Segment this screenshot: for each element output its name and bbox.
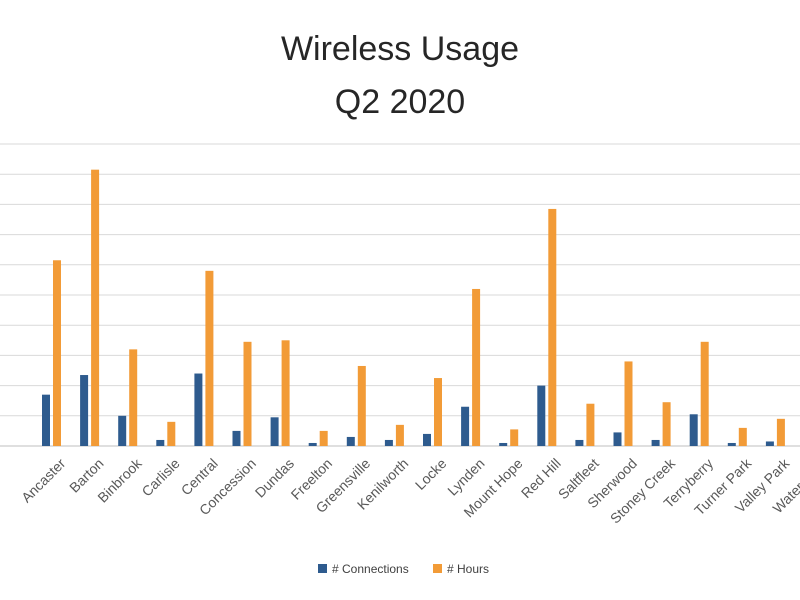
bar-hours-kenilworth [395,424,404,446]
bar-hours-carlisle [167,421,176,446]
category-label-ancaster: Ancaster [18,455,69,506]
bar-hours-concession [243,341,252,446]
bar-connections-carlisle [156,439,165,446]
bar-connections-ancaster [42,394,50,446]
category-label-carlisle: Carlisle [138,455,182,499]
bar-hours-sherwood [624,361,633,446]
bar-connections-mount-hope [499,442,508,446]
chart-title-line-1: Wireless Usage [280,30,520,68]
bar-hours-terryberry [700,341,709,446]
bar-connections-valley-park [765,441,774,446]
bar-hours-locke [434,378,442,446]
bar-hours-valley-park [776,418,785,446]
bar-hours-red-hill [548,208,557,446]
bar-connections-locke [423,433,431,446]
bar-hours-dundas [281,340,290,446]
bar-connections-terryberry [689,414,698,446]
bar-hours-lynden [472,288,481,446]
bar-connections-saltfleet [575,439,584,446]
legend-swatch-connections [318,564,327,573]
bar-connections-dundas [270,417,279,446]
bar-connections-freelton [308,442,317,446]
bar-connections-kenilworth [384,439,393,446]
bar-hours-freelton [319,430,328,446]
bar-connections-turner-park [727,442,736,446]
bar-hours-stoney-creek [662,402,671,446]
bar-hours-saltfleet [586,403,595,446]
bar-connections-barton [80,375,89,446]
chart-title-line-2: Q2 2020 [334,83,466,121]
bar-hours-greensville [357,365,366,446]
bar-connections-stoney-creek [651,439,660,446]
bar-connections-red-hill [537,385,546,446]
bar-hours-central [205,270,214,446]
legend: # Connections # Hours [318,562,489,576]
category-labels: AncasterBartonBinbrookCarlisleCentralCon… [18,454,800,526]
bar-hours-binbrook [129,349,138,446]
bar-connections-lynden [461,406,470,446]
gridlines [0,143,800,447]
bar-connections-central [194,373,203,446]
legend-swatch-hours [433,564,442,573]
bar-connections-sherwood [613,432,622,446]
legend-label-connections: # Connections [332,562,409,576]
bar-hours-turner-park [738,427,747,446]
bar-connections-concession [232,430,241,446]
legend-label-hours: # Hours [447,562,489,576]
bar-hours-ancaster [53,260,61,446]
bars [42,169,785,447]
bar-connections-binbrook [118,415,127,446]
bar-connections-greensville [346,436,355,446]
bar-hours-barton [91,169,100,447]
bar-hours-mount-hope [510,429,519,446]
